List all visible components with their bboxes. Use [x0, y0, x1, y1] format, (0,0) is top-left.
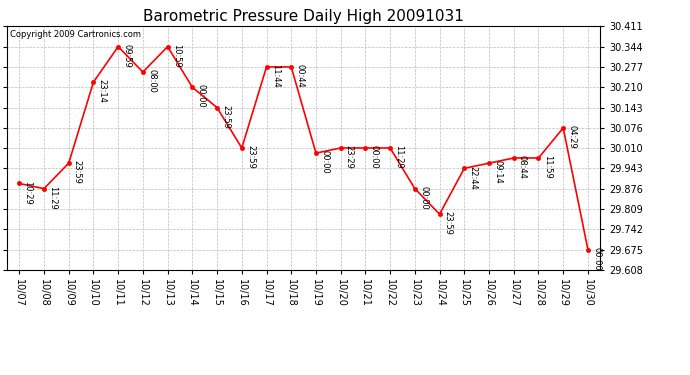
Text: 00:00: 00:00 [592, 247, 601, 271]
Text: 23:29: 23:29 [345, 145, 354, 169]
Text: 08:44: 08:44 [518, 155, 527, 179]
Text: 22:44: 22:44 [469, 165, 477, 189]
Text: 11:44: 11:44 [270, 64, 279, 88]
Text: 11:29: 11:29 [394, 145, 403, 169]
Text: 09:59: 09:59 [122, 44, 131, 68]
Text: 23:59: 23:59 [73, 160, 82, 184]
Text: 23:59: 23:59 [221, 105, 230, 129]
Text: 00:00: 00:00 [320, 150, 329, 174]
Text: 09:14: 09:14 [493, 160, 502, 184]
Text: 04:29: 04:29 [567, 125, 576, 149]
Text: 23:59: 23:59 [444, 211, 453, 235]
Text: 11:29: 11:29 [48, 186, 57, 210]
Text: 23:14: 23:14 [97, 80, 106, 103]
Text: 10:59: 10:59 [172, 44, 181, 68]
Text: 10:29: 10:29 [23, 181, 32, 204]
Text: 23:59: 23:59 [246, 145, 255, 169]
Text: 00:44: 00:44 [295, 64, 304, 88]
Title: Barometric Pressure Daily High 20091031: Barometric Pressure Daily High 20091031 [143, 9, 464, 24]
Text: 00:00: 00:00 [370, 145, 379, 169]
Text: 11:59: 11:59 [542, 155, 551, 179]
Text: 08:00: 08:00 [147, 69, 156, 93]
Text: 00:00: 00:00 [419, 186, 428, 210]
Text: 00:00: 00:00 [197, 84, 206, 108]
Text: Copyright 2009 Cartronics.com: Copyright 2009 Cartronics.com [10, 30, 141, 39]
